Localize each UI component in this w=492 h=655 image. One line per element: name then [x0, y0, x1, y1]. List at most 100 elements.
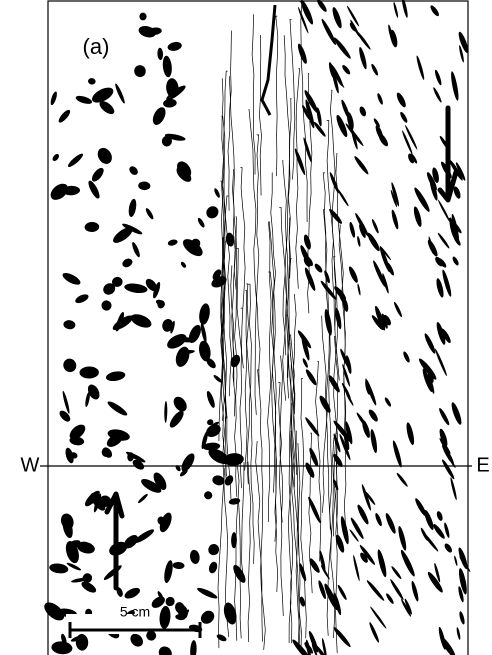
porphyroclast — [180, 261, 187, 269]
porphyroclast — [451, 256, 460, 267]
east-label: E — [476, 454, 489, 476]
porphyroclast — [364, 378, 378, 406]
porphyroclast — [367, 408, 379, 423]
porphyroclast — [90, 166, 106, 184]
porphyroclast — [189, 549, 201, 565]
porphyroclast — [99, 298, 113, 312]
porphyroclast — [349, 517, 365, 540]
porphyroclast — [385, 592, 395, 604]
porphyroclast — [208, 561, 219, 575]
porphyroclast — [454, 555, 459, 566]
porphyroclast — [167, 239, 178, 247]
porphyroclast — [368, 621, 380, 643]
porphyroclast — [200, 322, 208, 343]
porphyroclast — [162, 55, 173, 77]
porphyroclast — [396, 472, 409, 488]
porphyroclast — [390, 565, 402, 580]
foliation — [248, 462, 251, 642]
porphyroclast — [399, 111, 409, 124]
porphyroclast — [180, 236, 206, 260]
porphyroclast — [86, 179, 101, 200]
porphyroclast — [163, 560, 175, 584]
porphyroclast — [84, 222, 99, 233]
porphyroclast — [121, 257, 134, 269]
porphyroclast — [171, 394, 189, 414]
porphyroclast — [308, 447, 320, 468]
porphyroclast — [216, 633, 228, 643]
porphyroclast — [102, 563, 123, 581]
porphyroclast — [88, 78, 96, 85]
porphyroclast — [49, 91, 58, 106]
porphyroclast — [436, 510, 444, 521]
porphyroclast — [95, 145, 115, 166]
porphyroclast — [423, 332, 437, 354]
porphyroclast — [457, 547, 469, 570]
porphyroclast — [352, 555, 360, 582]
porphyroclast — [167, 409, 186, 430]
porphyroclast — [376, 549, 388, 578]
porphyroclast — [341, 64, 352, 76]
porphyroclast — [179, 451, 197, 473]
porphyroclast — [353, 155, 370, 176]
porphyroclast — [62, 390, 71, 414]
porphyroclast — [150, 105, 168, 127]
porphyroclast — [397, 525, 408, 551]
foliation — [280, 356, 283, 616]
porphyroclast — [399, 549, 417, 578]
porphyroclast — [51, 641, 73, 655]
porphyroclast — [458, 611, 465, 625]
porphyroclast — [435, 278, 445, 299]
porphyroclast — [401, 0, 409, 18]
porphyroclast — [374, 512, 383, 527]
porphyroclast — [156, 644, 174, 655]
porphyroclast — [432, 523, 447, 540]
porphyroclast — [304, 461, 316, 479]
porphyroclast — [303, 267, 317, 292]
porphyroclast — [358, 46, 368, 69]
foliation — [242, 462, 245, 582]
porphyroclast — [402, 351, 411, 364]
porphyroclast — [132, 63, 147, 79]
porphyroclast — [357, 283, 361, 295]
panel-label: (a) — [83, 34, 110, 59]
porphyroclast — [395, 91, 408, 108]
porphyroclast — [426, 570, 445, 594]
porphyroclast — [173, 345, 191, 369]
porphyroclast — [337, 584, 348, 601]
porphyroclast — [378, 246, 391, 273]
foliation — [268, 222, 272, 522]
porphyroclast — [198, 303, 211, 326]
foliation — [245, 291, 247, 471]
porphyroclast — [298, 563, 308, 582]
porphyroclast — [336, 188, 349, 207]
porphyroclast — [74, 293, 90, 305]
porphyroclast — [173, 562, 185, 570]
foliation — [327, 121, 340, 381]
porphyroclast — [414, 497, 429, 518]
porphyroclast — [296, 43, 308, 65]
foliation — [246, 284, 254, 564]
porphyroclast — [348, 221, 356, 238]
porphyroclast — [206, 542, 221, 557]
porphyroclast — [370, 63, 379, 76]
porphyroclast — [361, 420, 372, 439]
porphyroclast — [167, 41, 183, 52]
porphyroclast — [356, 236, 361, 247]
porphyroclast — [137, 24, 157, 39]
foliation — [296, 69, 300, 289]
porphyroclast — [410, 581, 420, 603]
foliation — [241, 168, 246, 308]
porphyroclast — [450, 71, 460, 101]
porphyroclast — [355, 30, 372, 51]
porphyroclast — [371, 218, 380, 234]
porphyroclast — [434, 69, 443, 86]
porphyroclast — [449, 477, 457, 501]
porphyroclast — [164, 595, 176, 607]
porphyroclast — [61, 271, 82, 287]
porphyroclast — [345, 392, 354, 407]
porphyroclast — [420, 527, 429, 541]
porphyroclast — [331, 6, 344, 29]
porphyroclast — [105, 370, 126, 382]
porphyroclast — [415, 55, 425, 80]
porphyroclast — [389, 578, 405, 601]
